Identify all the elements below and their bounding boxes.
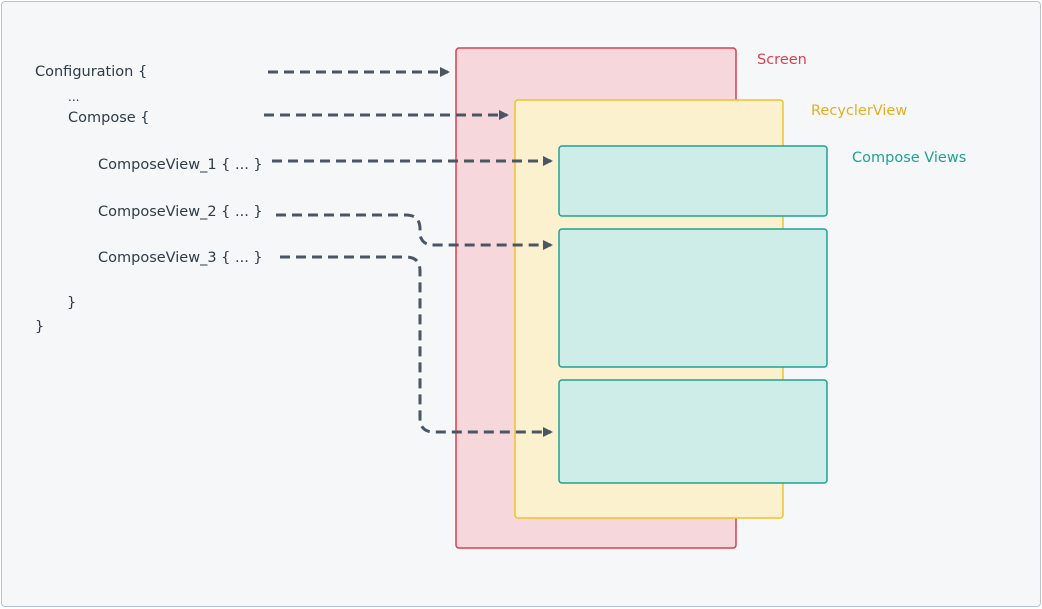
compose-view-3-box [558,379,828,484]
code-compose-view-3: ComposeView_3 { ... } [98,250,263,266]
code-ellipsis: ... [68,90,80,104]
code-configuration-close: } [35,319,45,335]
compose-view-1-box [558,145,828,217]
compose-views-label: Compose Views [852,150,967,166]
arrow-compose-view-2 [276,213,553,250]
compose-view-2-box [558,228,828,368]
code-compose-view-2: ComposeView_2 { ... } [98,204,263,220]
code-compose-view-1: ComposeView_1 { ... } [98,157,263,173]
screen-label: Screen [757,52,807,68]
code-compose-close: } [67,295,77,311]
code-compose-open: Compose { [68,110,150,126]
code-configuration-open: Configuration { [35,64,148,80]
recycler-view-label: RecyclerView [811,103,908,119]
arrow-compose-view-3 [280,255,553,437]
